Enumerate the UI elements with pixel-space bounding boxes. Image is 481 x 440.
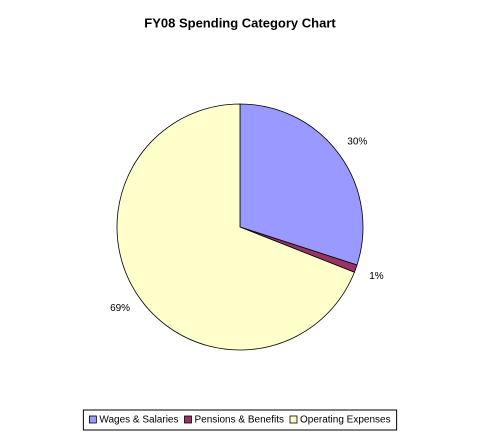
chart-title: FY08 Spending Category Chart xyxy=(144,15,336,30)
legend-label: Wages & Salaries xyxy=(99,415,178,426)
legend-swatch xyxy=(88,415,97,424)
data-label: 30% xyxy=(347,136,367,147)
data-label: 69% xyxy=(110,303,130,314)
pie-slice xyxy=(239,103,364,266)
data-label: 1% xyxy=(369,271,384,282)
pie-slice xyxy=(116,103,355,351)
legend-label: Operating Expenses xyxy=(300,415,391,426)
legend-box xyxy=(82,409,398,431)
legend-label: Pensions & Benefits xyxy=(194,415,284,426)
legend-swatch xyxy=(289,415,298,424)
legend-swatch xyxy=(184,415,192,424)
